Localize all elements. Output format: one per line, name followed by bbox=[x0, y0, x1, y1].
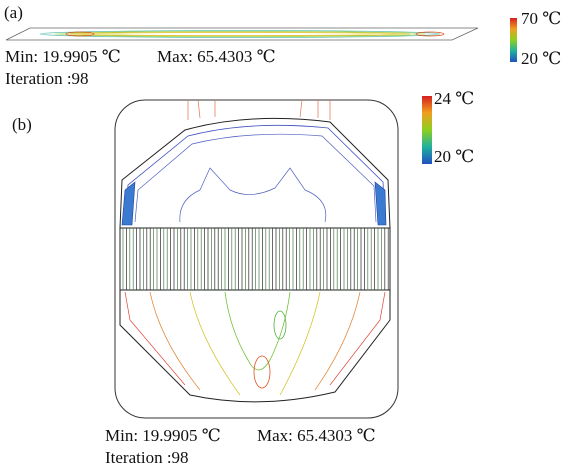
strip-outline bbox=[6, 28, 478, 40]
contour-plot bbox=[120, 100, 390, 402]
max-text: Max: 65.4303 ℃ bbox=[157, 47, 276, 66]
colorbar bbox=[510, 18, 517, 62]
max-text: Max: 65.4303 ℃ bbox=[257, 426, 376, 445]
colorbar-min: 20 ℃ bbox=[434, 147, 474, 166]
figure: (a) 70 ℃ 20 ℃ Min: 19.9905 ℃ Max: 65.430… bbox=[0, 0, 569, 469]
iteration-text: Iteration :98 bbox=[105, 448, 189, 467]
min-text: Min: 19.9905 ℃ bbox=[105, 426, 221, 445]
colorbar-max: 24 ℃ bbox=[434, 89, 474, 108]
min-text: Min: 19.9905 ℃ bbox=[5, 47, 121, 66]
contour bbox=[188, 100, 330, 120]
colorbar-max: 70 ℃ bbox=[521, 9, 561, 28]
panel-label: (a) bbox=[4, 3, 23, 22]
colorbar-min: 20 ℃ bbox=[521, 49, 561, 68]
bottom-outline bbox=[120, 290, 390, 402]
colorbar bbox=[422, 96, 432, 164]
strip-plot bbox=[6, 28, 478, 40]
panel-label: (b) bbox=[12, 115, 32, 134]
iteration-text: Iteration :98 bbox=[5, 69, 89, 88]
